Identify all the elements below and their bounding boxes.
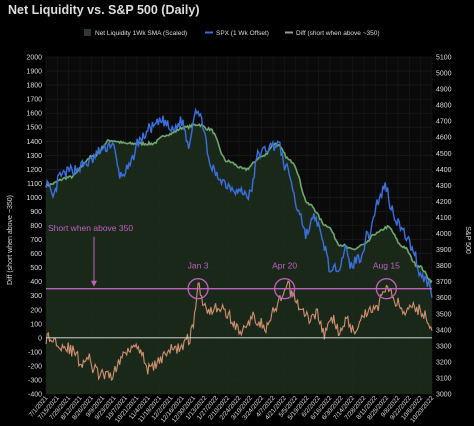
right-tick-label: 4600	[436, 135, 452, 142]
peak-circle	[375, 278, 398, 300]
legend: Net Liquidity 1Wk SMA (Scaled) SPX (1 Wk …	[84, 29, 380, 37]
right-tick-label: 3800	[436, 263, 452, 270]
peak-circle	[273, 278, 296, 300]
left-axis-label: Diff (short when above ~350)	[7, 195, 14, 285]
right-tick-label: 3300	[436, 343, 452, 350]
right-tick-label: 3900	[436, 247, 452, 254]
left-tick-label: 100	[30, 321, 42, 328]
right-axis-ticks: 3000 3100 3200 3300 3400 3500 3600 3700 3800 3900…	[436, 55, 452, 399]
right-tick-label: 4400	[436, 167, 452, 174]
left-tick-label: 1200	[26, 167, 42, 174]
left-tick-label: 400	[30, 279, 42, 286]
left-tick-label: 1000	[26, 195, 42, 202]
right-tick-label: 3600	[436, 295, 452, 302]
left-tick-label: 600	[30, 251, 42, 258]
left-tick-label: -200	[28, 363, 42, 370]
left-tick-label: -300	[28, 377, 42, 384]
right-tick-label: 5000	[436, 71, 452, 78]
series-layer	[45, 107, 433, 394]
threshold-label: Short when above 350	[48, 223, 133, 233]
legend-label: Net Liquidity 1Wk SMA (Scaled)	[95, 30, 187, 37]
right-tick-label: 3500	[436, 311, 452, 318]
left-tick-label: 1500	[26, 125, 42, 132]
left-tick-label: 2000	[26, 55, 42, 62]
net-liquidity-line	[45, 123, 433, 284]
peak-label: Jan 3	[188, 261, 209, 271]
left-tick-label: 1800	[26, 83, 42, 90]
left-tick-label: 1100	[27, 181, 42, 188]
right-tick-label: 5100	[436, 55, 452, 62]
chart-title: Net Liquidity vs. S&P 500 (Daily)	[8, 3, 200, 17]
right-tick-label: 4100	[436, 215, 452, 222]
right-tick-label: 4700	[436, 119, 452, 126]
right-tick-label: 3200	[436, 359, 452, 366]
left-tick-label: -100	[28, 349, 42, 356]
legend-label: SPX (1 Wk Offset)	[216, 30, 269, 37]
right-tick-label: 3100	[436, 375, 452, 382]
left-tick-label: -400	[28, 392, 42, 399]
left-tick-label: 0	[38, 335, 42, 342]
right-tick-label: 4500	[436, 151, 452, 158]
peak-circle	[187, 278, 209, 300]
x-axis-ticks: 7/1/20217/15/20217/29/20218/12/20218/26/…	[28, 394, 436, 424]
right-axis-label: S&P 500	[464, 226, 471, 254]
left-tick-label: 1400	[26, 139, 42, 146]
left-tick-label: 700	[30, 237, 42, 244]
left-tick-label: 300	[30, 293, 42, 300]
right-tick-label: 4300	[436, 183, 452, 190]
left-tick-label: 1300	[26, 153, 42, 160]
threshold-arrow-head	[91, 280, 97, 287]
peak-label: Apr 20	[272, 261, 297, 271]
left-tick-label: 1900	[26, 69, 42, 76]
spx-line	[45, 107, 433, 298]
right-tick-label: 3400	[436, 327, 452, 334]
left-tick-label: 500	[30, 265, 42, 272]
left-tick-label: 800	[30, 223, 42, 230]
right-tick-label: 4800	[436, 103, 452, 110]
peak-label: Aug 15	[373, 261, 400, 271]
left-tick-label: 1700	[26, 97, 42, 104]
legend-swatch	[84, 29, 91, 36]
right-tick-label: 4000	[436, 231, 452, 238]
diff-line	[45, 280, 433, 382]
legend-label: Diff (short when above ~350)	[296, 30, 380, 37]
reference-lines: Short when above 350 Jan 3 Apr 20 Aug 15	[46, 223, 432, 339]
right-tick-label: 4900	[436, 87, 452, 94]
right-tick-label: 4200	[436, 199, 452, 206]
left-tick-label: 200	[30, 307, 42, 314]
right-tick-label: 3700	[436, 279, 452, 286]
right-tick-label: 3000	[436, 392, 452, 399]
left-tick-label: 1600	[26, 111, 42, 118]
left-tick-label: 900	[30, 209, 42, 216]
left-axis-ticks: -400 -300 -200 -100 0 100 200 300 400 500 600 700 80…	[26, 55, 42, 399]
